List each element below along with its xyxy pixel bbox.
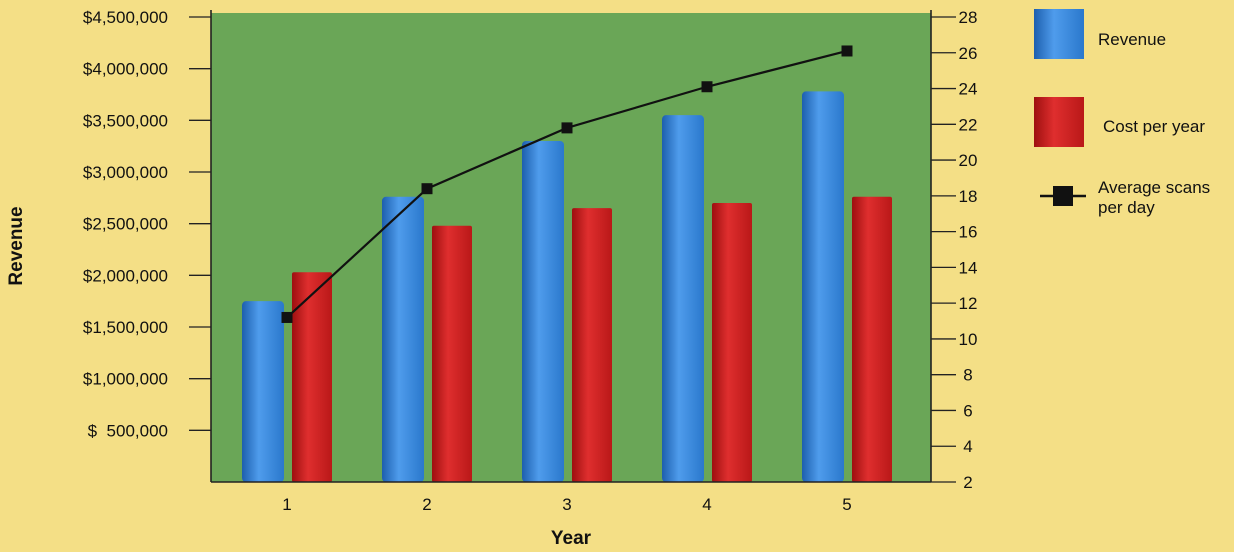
left-tick-label: $4,000,000 <box>83 60 168 79</box>
x-axis-ticks: 1 2 3 4 5 <box>282 495 851 514</box>
legend-label-revenue: Revenue <box>1098 30 1166 49</box>
x-tick-label: 2 <box>422 495 431 514</box>
right-tick-label: 4 <box>963 437 972 456</box>
legend-label-scans: Average scans <box>1098 178 1210 197</box>
right-tick-label: 18 <box>959 187 978 206</box>
revenue-bar <box>662 115 704 483</box>
right-tick-label: 26 <box>959 44 978 63</box>
bars <box>242 91 892 483</box>
right-tick-label: 28 <box>959 8 978 27</box>
scans-point <box>421 183 433 195</box>
right-tick-label: 24 <box>959 80 978 99</box>
cost-bar <box>432 225 472 482</box>
revenue-bar <box>382 196 424 483</box>
left-tick-label: $1,500,000 <box>83 318 168 337</box>
revenue-bar <box>802 91 844 483</box>
left-tick-label: $3,500,000 <box>83 111 168 130</box>
left-axis-ticks: $ 500,000 $1,000,000 $1,500,000 $2,000,000 $… <box>83 8 211 440</box>
legend-label-cost: Cost per year <box>1103 117 1205 136</box>
cost-bar <box>852 196 892 483</box>
left-tick-label: $4,500,000 <box>83 8 168 27</box>
right-tick-label: 2 <box>963 473 972 492</box>
scans-line <box>281 45 853 323</box>
cost-bar <box>712 203 752 482</box>
right-tick-label: 10 <box>959 330 978 349</box>
x-axis-title: Year <box>551 528 592 549</box>
x-tick-label: 5 <box>842 495 851 514</box>
right-tick-label: 8 <box>963 366 972 385</box>
y-axis-title: Revenue <box>6 206 27 285</box>
right-tick-label: 22 <box>959 115 978 134</box>
legend-marker-scans <box>1053 186 1073 206</box>
right-tick-label: 12 <box>959 294 978 313</box>
left-tick-label: $1,000,000 <box>83 370 168 389</box>
scans-point <box>561 122 573 134</box>
cost-bar <box>572 208 612 482</box>
revenue-bar <box>522 141 564 482</box>
left-tick-label: $2,000,000 <box>83 266 168 285</box>
x-tick-label: 4 <box>702 495 711 514</box>
right-tick-label: 20 <box>959 151 978 170</box>
right-tick-label: 14 <box>959 258 978 277</box>
cost-bar <box>292 272 332 482</box>
scans-point <box>281 311 293 323</box>
legend-swatch-revenue <box>1034 9 1084 59</box>
legend-label-scans: per day <box>1098 198 1155 217</box>
x-tick-label: 3 <box>562 495 571 514</box>
right-tick-label: 6 <box>963 401 972 420</box>
legend-swatch-cost <box>1034 97 1084 147</box>
left-tick-label: $2,500,000 <box>83 215 168 234</box>
x-tick-label: 1 <box>282 495 291 514</box>
left-tick-label: $ 500,000 <box>88 421 168 440</box>
scans-point <box>841 45 853 57</box>
revenue-bar <box>242 301 284 482</box>
left-tick-label: $3,000,000 <box>83 163 168 182</box>
scans-point <box>701 81 713 93</box>
right-tick-label: 16 <box>959 223 978 242</box>
